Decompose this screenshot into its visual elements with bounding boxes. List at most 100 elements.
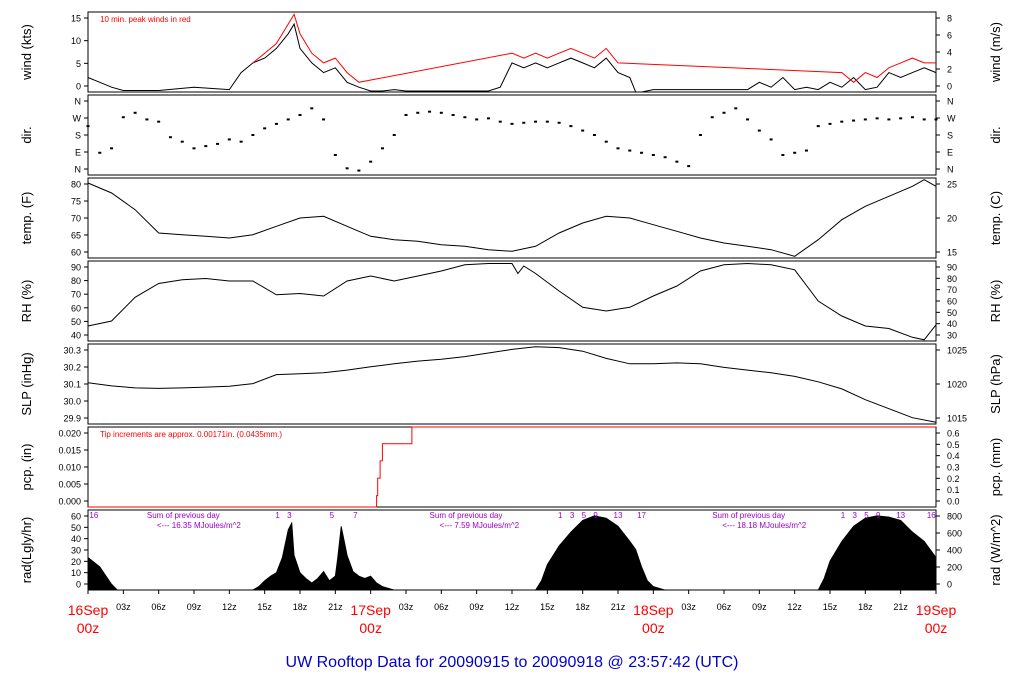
ylabel-left-dir: dir. xyxy=(19,126,34,143)
point-dir xyxy=(216,142,220,145)
point-dir xyxy=(86,125,90,128)
rad-hour-label: 17 xyxy=(637,511,646,520)
tick-label-left-rad: 60 xyxy=(71,512,81,522)
line-wind xyxy=(87,22,937,93)
tick-label-left-slp: 30.1 xyxy=(63,380,81,390)
tick-label-right-wind: 4 xyxy=(947,48,952,58)
point-dir xyxy=(793,151,797,154)
rad-hour-label: 5 xyxy=(864,511,869,520)
panel-frame-dir xyxy=(87,94,937,176)
tick-label-left-temp: 75 xyxy=(71,197,81,207)
point-dir xyxy=(416,111,420,114)
x-date-time-label: 00z xyxy=(925,620,948,636)
tick-label-left-rh: 80 xyxy=(71,276,81,286)
point-dir xyxy=(534,120,538,123)
rad-annotation: Sum of previous day xyxy=(712,511,785,520)
point-dir xyxy=(887,118,891,121)
rad-hour-label: 9 xyxy=(593,511,598,520)
point-dir xyxy=(263,127,267,130)
point-dir xyxy=(486,117,490,120)
point-dir xyxy=(286,118,290,121)
point-dir xyxy=(557,121,561,124)
point-dir xyxy=(769,138,773,141)
tick-label-left-slp: 30.3 xyxy=(63,346,81,356)
rad-hour-label: 13 xyxy=(896,511,905,520)
tick-label-right-dir: W xyxy=(947,114,956,124)
ylabel-right-dir: dir. xyxy=(988,126,1003,143)
point-dir xyxy=(333,154,337,156)
rad-annotation: Sum of previous day xyxy=(430,511,503,520)
point-dir xyxy=(204,145,208,148)
point-dir xyxy=(133,111,137,114)
x-tick-label: 15z xyxy=(823,602,838,612)
x-tick-label: 18z xyxy=(293,602,308,612)
x-tick-label: 03z xyxy=(116,602,131,612)
tick-label-left-pcp: 0.015 xyxy=(58,446,81,456)
tick-label-left-pcp: 0.020 xyxy=(58,429,81,439)
point-dir xyxy=(734,107,738,110)
tick-label-left-rh: 90 xyxy=(71,263,81,273)
point-dir xyxy=(157,120,161,123)
tick-label-right-rad: 200 xyxy=(947,563,962,573)
x-tick-label: 06z xyxy=(717,602,732,612)
tick-label-right-slp: 1020 xyxy=(947,380,967,390)
tick-label-right-dir: S xyxy=(947,131,953,141)
x-tick-label: 18z xyxy=(858,602,873,612)
point-dir xyxy=(722,111,726,114)
tick-label-left-slp: 29.9 xyxy=(63,414,81,424)
ylabel-left-wind: wind (kts) xyxy=(19,24,34,81)
point-dir xyxy=(640,151,644,154)
tick-label-right-rh: 60 xyxy=(947,297,957,307)
tick-label-left-pcp: 0.000 xyxy=(58,497,81,507)
point-dir xyxy=(475,118,479,121)
tick-label-right-temp: 20 xyxy=(947,214,957,224)
rad-annotation: <--- 7.59 MJoules/m^2 xyxy=(440,521,520,530)
point-dir xyxy=(899,117,903,120)
tick-label-left-rh: 50 xyxy=(71,317,81,327)
x-tick-label: 09z xyxy=(752,602,767,612)
tick-label-left-temp: 70 xyxy=(71,214,81,224)
tick-label-right-slp: 1015 xyxy=(947,414,967,424)
point-dir xyxy=(439,111,443,114)
point-dir xyxy=(251,134,255,136)
tick-label-right-wind: 2 xyxy=(947,65,952,75)
ylabel-left-slp: SLP (inHg) xyxy=(19,352,34,415)
point-dir xyxy=(781,154,785,156)
tick-label-right-wind: 0 xyxy=(947,82,952,92)
tick-label-left-rh: 60 xyxy=(71,303,81,313)
x-tick-label: 09z xyxy=(469,602,484,612)
point-dir xyxy=(545,120,549,123)
point-dir xyxy=(581,129,585,132)
point-dir xyxy=(522,121,526,124)
point-dir xyxy=(910,116,914,119)
rad-annotation: <--- 16.35 MJoules/m^2 xyxy=(157,521,242,530)
ylabel-left-rad: rad(Lgly/hr) xyxy=(19,517,34,583)
rad-hour-label: 1 xyxy=(841,511,846,520)
point-dir xyxy=(675,160,679,163)
ylabel-right-wind: wind (m/s) xyxy=(988,22,1003,83)
tick-label-left-dir: N xyxy=(75,165,82,175)
rad-annotation: <--- 18.18 MJoules/m^2 xyxy=(722,521,807,530)
tick-label-left-pcp: 0.010 xyxy=(58,463,81,473)
point-dir xyxy=(746,118,750,121)
rad-annotation: Sum of previous day xyxy=(147,511,220,520)
x-tick-label: 06z xyxy=(434,602,449,612)
tick-label-right-pcp: 0.0 xyxy=(947,497,960,507)
point-dir xyxy=(451,114,455,116)
x-date-time-label: 00z xyxy=(77,620,100,636)
panel-frame-slp xyxy=(87,343,937,425)
point-dir xyxy=(804,149,808,152)
point-dir xyxy=(816,125,820,128)
line-rh xyxy=(87,262,937,341)
point-dir xyxy=(428,110,432,113)
tick-label-left-rad: 50 xyxy=(71,523,81,533)
point-dir xyxy=(392,134,396,136)
ylabel-left-temp: temp. (F) xyxy=(19,192,34,245)
point-dir xyxy=(710,116,714,119)
x-tick-label: 21z xyxy=(328,602,343,612)
point-dir xyxy=(121,116,125,119)
x-date-time-label: 00z xyxy=(359,620,382,636)
x-tick-label: 21z xyxy=(893,602,908,612)
x-date-label: 16Sep xyxy=(68,602,109,618)
rad-hour-label: 3 xyxy=(570,511,575,520)
